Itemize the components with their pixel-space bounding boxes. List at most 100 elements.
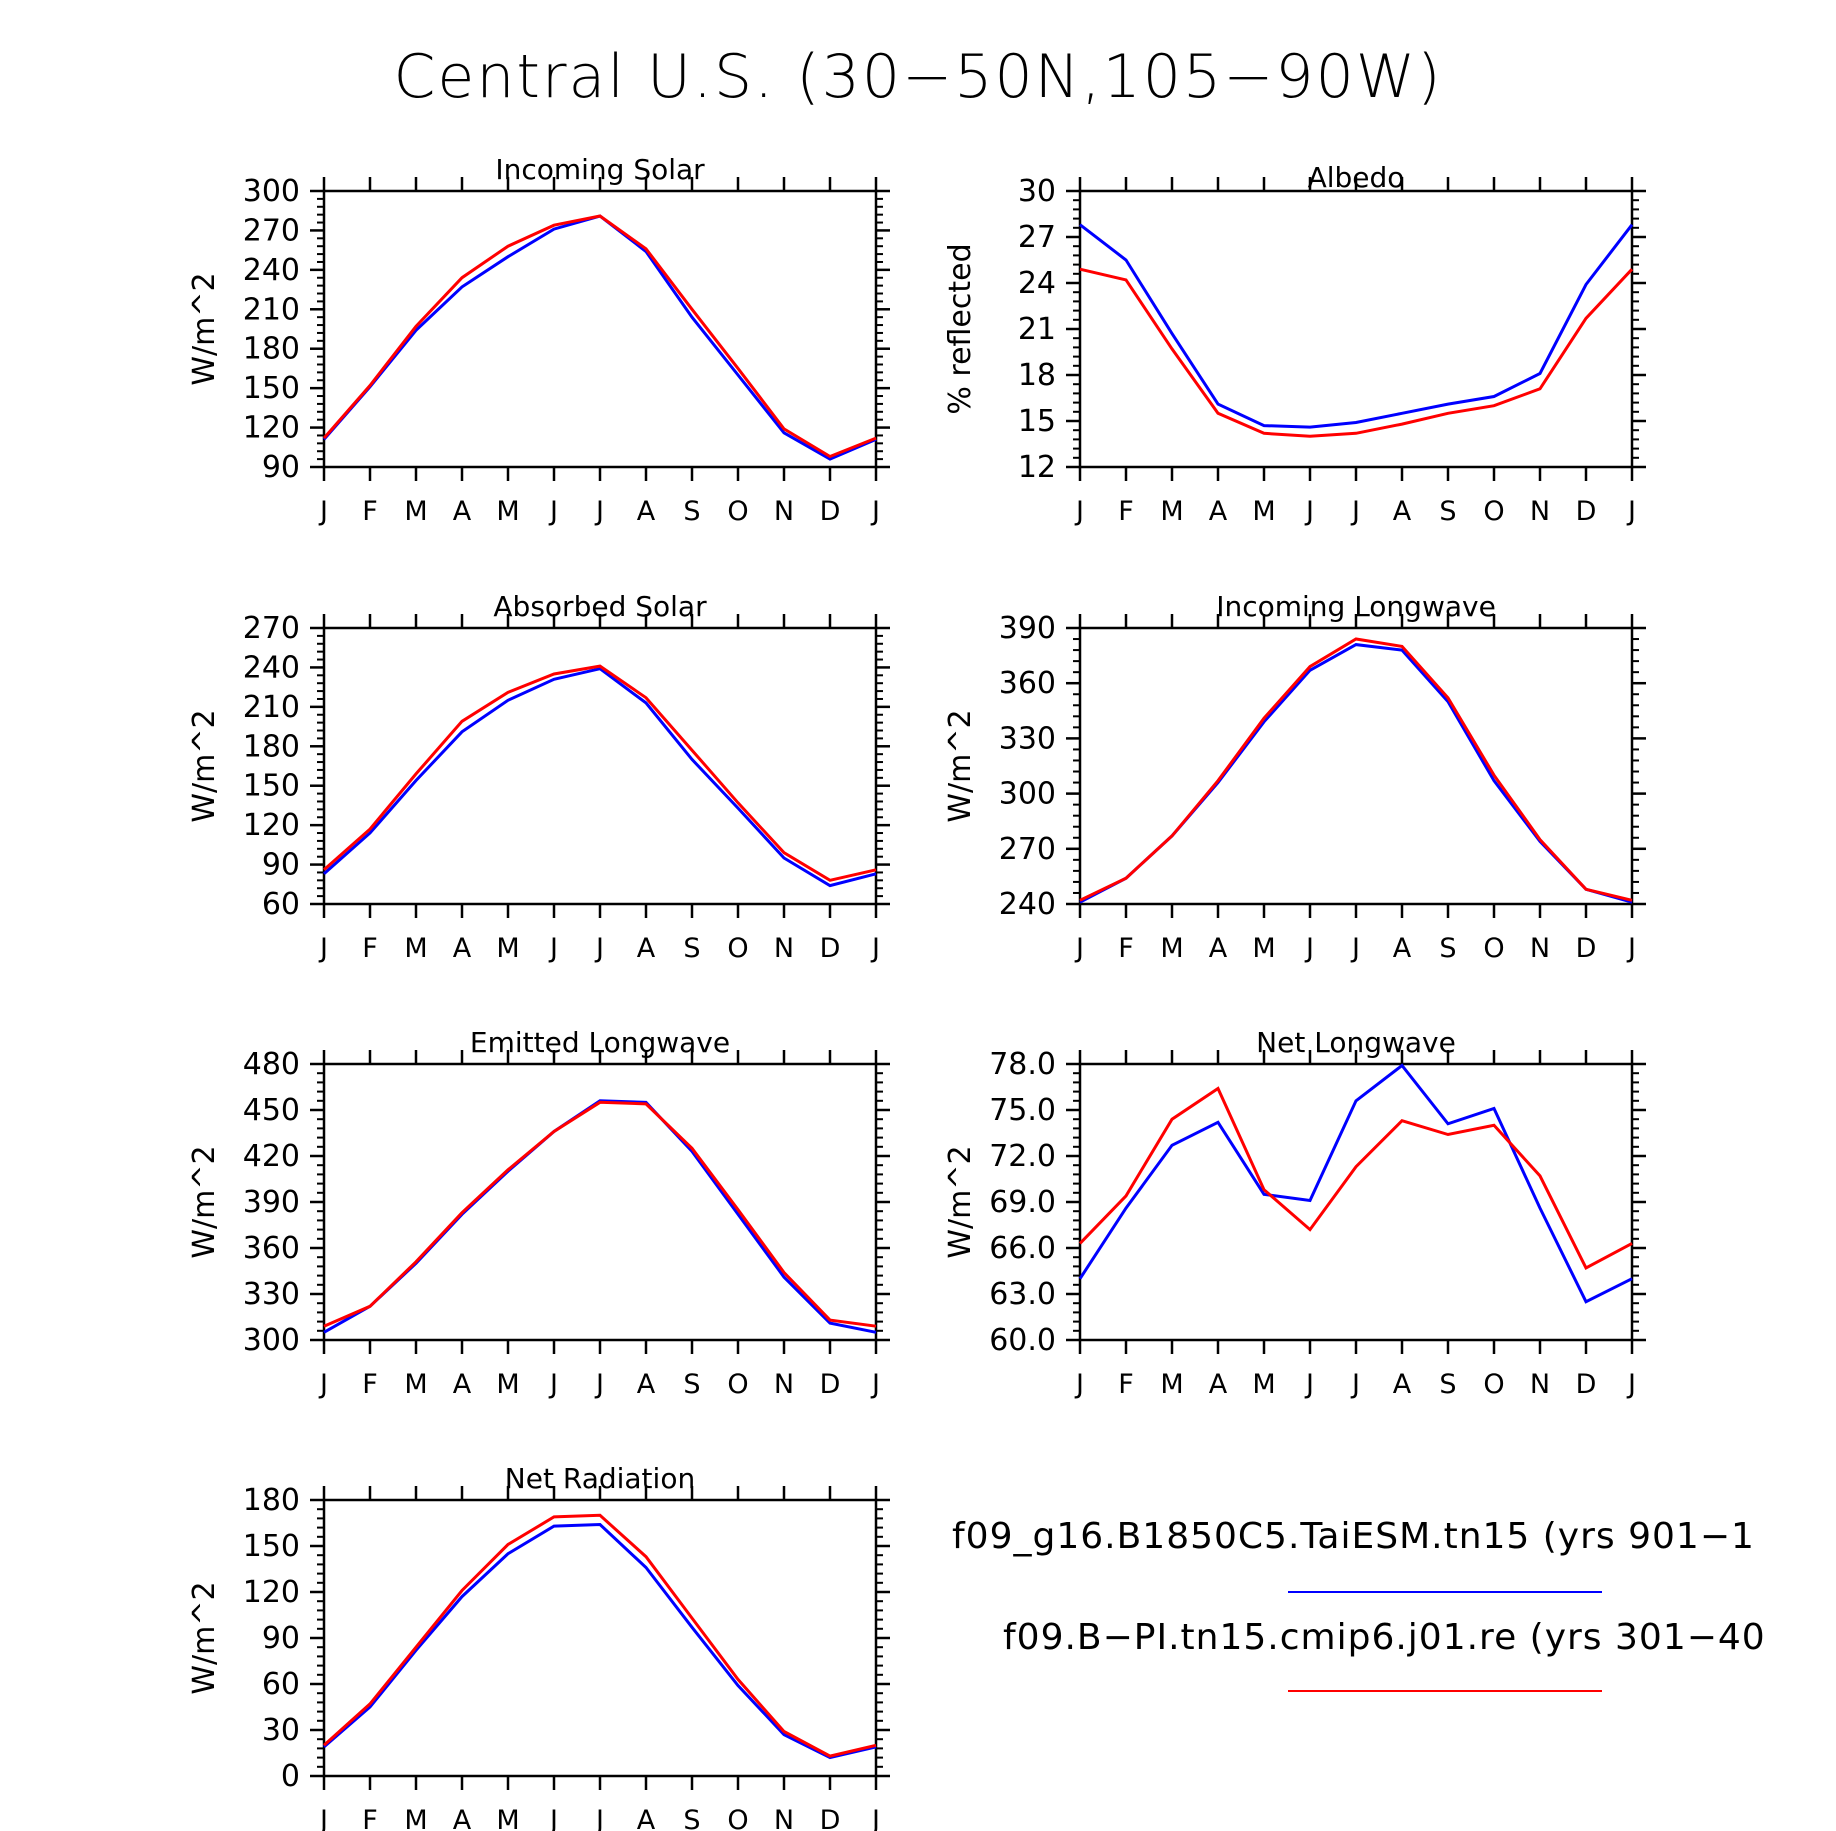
y-tick-label: 90 bbox=[262, 450, 300, 485]
y-tick-label: 72.0 bbox=[989, 1139, 1056, 1174]
x-tick-label: F bbox=[362, 933, 378, 964]
y-tick-label: 63.0 bbox=[989, 1277, 1056, 1312]
x-tick-label: D bbox=[820, 1805, 841, 1831]
x-tick-label: J bbox=[870, 933, 880, 964]
x-tick-label: S bbox=[683, 933, 700, 964]
x-tick-label: J bbox=[1350, 933, 1360, 964]
y-axis-label: W/m^2 bbox=[187, 1145, 222, 1258]
y-tick-label: 0 bbox=[281, 1759, 300, 1794]
x-tick-label: J bbox=[1304, 496, 1314, 527]
x-tick-label: J bbox=[1074, 933, 1084, 964]
y-tick-label: 180 bbox=[243, 332, 300, 367]
x-tick-label: A bbox=[1209, 1369, 1228, 1400]
x-tick-label: N bbox=[774, 1369, 794, 1400]
x-tick-label: M bbox=[1160, 933, 1183, 964]
x-tick-label: A bbox=[1393, 496, 1412, 527]
x-tick-label: J bbox=[1304, 1369, 1314, 1400]
x-tick-label: M bbox=[496, 496, 519, 527]
x-tick-label: J bbox=[870, 1805, 880, 1831]
x-tick-label: M bbox=[404, 933, 427, 964]
x-tick-label: M bbox=[1252, 496, 1275, 527]
legend-label-blue: f09_g16.B1850C5.TaiESM.tn15 (yrs 901−1 bbox=[952, 1516, 1755, 1557]
x-tick-label: A bbox=[453, 933, 472, 964]
x-tick-label: S bbox=[1439, 933, 1456, 964]
x-tick-label: J bbox=[548, 933, 558, 964]
plot-frame bbox=[1078, 189, 1634, 469]
y-tick-label: 69.0 bbox=[989, 1185, 1056, 1220]
y-tick-label: 60.0 bbox=[989, 1323, 1056, 1358]
y-tick-label: 150 bbox=[243, 769, 300, 804]
y-tick-label: 180 bbox=[243, 729, 300, 764]
x-tick-label: A bbox=[453, 1805, 472, 1831]
x-tick-label: J bbox=[318, 1369, 328, 1400]
x-tick-label: J bbox=[1626, 933, 1636, 964]
x-tick-label: J bbox=[1626, 1369, 1636, 1400]
x-tick-label: F bbox=[1118, 1369, 1134, 1400]
x-tick-label: A bbox=[1209, 496, 1228, 527]
y-axis-label: W/m^2 bbox=[943, 1145, 978, 1258]
series-line-red bbox=[322, 214, 877, 459]
y-axis-label: W/m^2 bbox=[187, 272, 222, 385]
y-tick-label: 270 bbox=[243, 213, 300, 248]
x-tick-label: J bbox=[1350, 496, 1360, 527]
y-tick-label: 180 bbox=[243, 1483, 300, 1518]
x-tick-label: A bbox=[453, 1369, 472, 1400]
y-tick-label: 300 bbox=[243, 1323, 300, 1358]
x-tick-label: A bbox=[453, 496, 472, 527]
x-tick-label: M bbox=[496, 933, 519, 964]
series-line-blue bbox=[323, 667, 877, 888]
x-tick-label: M bbox=[404, 496, 427, 527]
x-tick-label: O bbox=[727, 1805, 748, 1831]
y-tick-label: 300 bbox=[243, 174, 300, 209]
y-tick-label: 270 bbox=[243, 611, 300, 646]
x-tick-label: S bbox=[683, 1369, 700, 1400]
y-tick-label: 120 bbox=[243, 808, 300, 843]
x-tick-label: J bbox=[594, 1805, 604, 1831]
plot-frame bbox=[322, 1062, 878, 1342]
x-tick-label: S bbox=[683, 496, 700, 527]
x-tick-label: O bbox=[1483, 933, 1504, 964]
series-line-blue bbox=[1078, 1063, 1633, 1304]
x-tick-label: D bbox=[1576, 1369, 1597, 1400]
y-tick-label: 24 bbox=[1018, 266, 1056, 301]
x-tick-label: A bbox=[1393, 1369, 1412, 1400]
y-tick-label: 360 bbox=[243, 1231, 300, 1266]
y-tick-label: 12 bbox=[1018, 450, 1056, 485]
y-tick-label: 390 bbox=[999, 611, 1056, 646]
x-tick-label: M bbox=[496, 1805, 519, 1831]
plot-frame bbox=[322, 1498, 878, 1778]
series-line-blue bbox=[323, 1099, 877, 1334]
x-tick-label: J bbox=[594, 496, 604, 527]
series-line-red bbox=[323, 1100, 877, 1328]
y-tick-label: 270 bbox=[999, 832, 1056, 867]
y-tick-label: 60 bbox=[262, 887, 300, 922]
y-tick-label: 30 bbox=[1018, 174, 1056, 209]
x-tick-label: D bbox=[820, 496, 841, 527]
y-tick-label: 210 bbox=[243, 292, 300, 327]
x-tick-label: N bbox=[1530, 496, 1550, 527]
y-tick-label: 150 bbox=[243, 1529, 300, 1564]
x-tick-label: J bbox=[318, 933, 328, 964]
y-tick-label: 18 bbox=[1018, 358, 1056, 393]
series-line-blue bbox=[1079, 643, 1633, 904]
x-tick-label: J bbox=[1074, 1369, 1084, 1400]
y-tick-label: 150 bbox=[243, 371, 300, 406]
x-tick-label: D bbox=[820, 933, 841, 964]
legend-line-red bbox=[1288, 1690, 1602, 1692]
y-tick-label: 90 bbox=[262, 1621, 300, 1656]
x-tick-label: J bbox=[1074, 496, 1084, 527]
y-tick-label: 90 bbox=[262, 848, 300, 883]
series-line-red bbox=[322, 1513, 877, 1758]
plot-frame bbox=[1078, 1062, 1634, 1342]
series-line-red bbox=[1078, 1086, 1633, 1270]
y-tick-label: 27 bbox=[1018, 220, 1056, 255]
x-tick-label: M bbox=[1252, 933, 1275, 964]
x-tick-label: F bbox=[362, 1805, 378, 1831]
x-tick-label: N bbox=[774, 496, 794, 527]
